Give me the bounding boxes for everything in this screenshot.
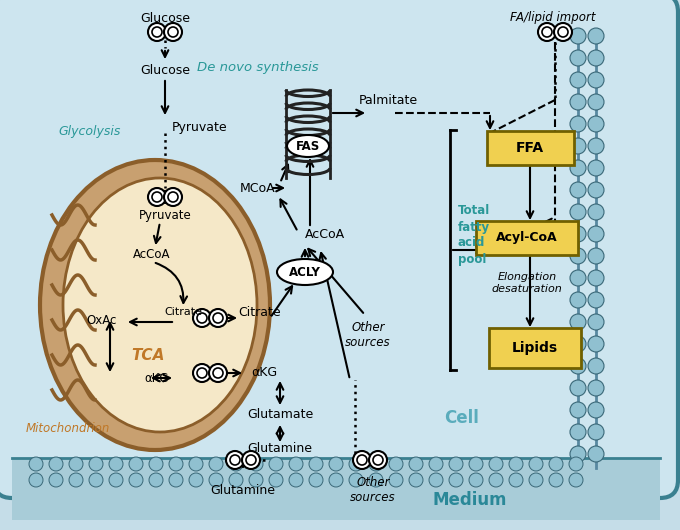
Circle shape bbox=[570, 28, 586, 44]
Circle shape bbox=[549, 473, 563, 487]
Text: De novo synthesis: De novo synthesis bbox=[197, 61, 319, 75]
Circle shape bbox=[89, 457, 103, 471]
Text: Medium: Medium bbox=[432, 491, 507, 509]
Circle shape bbox=[489, 473, 503, 487]
Text: AcCoA: AcCoA bbox=[305, 228, 345, 242]
Circle shape bbox=[570, 72, 586, 88]
Circle shape bbox=[209, 309, 227, 327]
Circle shape bbox=[542, 27, 552, 37]
Circle shape bbox=[569, 457, 583, 471]
Circle shape bbox=[149, 473, 163, 487]
Text: Glutamine: Glutamine bbox=[211, 483, 275, 497]
Circle shape bbox=[570, 270, 586, 286]
Circle shape bbox=[558, 27, 568, 37]
Circle shape bbox=[189, 457, 203, 471]
Circle shape bbox=[570, 226, 586, 242]
Circle shape bbox=[588, 446, 604, 462]
Circle shape bbox=[129, 473, 143, 487]
FancyBboxPatch shape bbox=[476, 221, 578, 255]
Circle shape bbox=[129, 457, 143, 471]
Circle shape bbox=[213, 368, 223, 378]
Text: FA/lipid import: FA/lipid import bbox=[510, 12, 596, 24]
Circle shape bbox=[529, 473, 543, 487]
Circle shape bbox=[449, 457, 463, 471]
Circle shape bbox=[449, 473, 463, 487]
Circle shape bbox=[588, 160, 604, 176]
Text: Glycolysis: Glycolysis bbox=[58, 126, 121, 138]
Circle shape bbox=[149, 457, 163, 471]
Ellipse shape bbox=[63, 178, 257, 432]
Circle shape bbox=[189, 473, 203, 487]
Circle shape bbox=[213, 313, 223, 323]
Circle shape bbox=[588, 204, 604, 220]
Circle shape bbox=[509, 457, 523, 471]
Bar bbox=[12, 458, 660, 520]
Circle shape bbox=[269, 473, 283, 487]
Circle shape bbox=[49, 473, 63, 487]
Text: Glutamine: Glutamine bbox=[248, 441, 313, 455]
Circle shape bbox=[164, 23, 182, 41]
Circle shape bbox=[246, 455, 256, 465]
Text: Glutamate: Glutamate bbox=[247, 409, 313, 421]
Text: Lipids: Lipids bbox=[512, 341, 558, 355]
Circle shape bbox=[197, 313, 207, 323]
Text: αKG: αKG bbox=[145, 372, 169, 384]
Circle shape bbox=[249, 457, 263, 471]
Circle shape bbox=[588, 138, 604, 154]
Ellipse shape bbox=[40, 160, 270, 450]
Circle shape bbox=[588, 314, 604, 330]
Circle shape bbox=[29, 473, 43, 487]
Circle shape bbox=[193, 364, 211, 382]
Ellipse shape bbox=[287, 135, 329, 157]
Circle shape bbox=[570, 138, 586, 154]
Text: Mitochondrion: Mitochondrion bbox=[26, 421, 110, 435]
Circle shape bbox=[349, 457, 363, 471]
Circle shape bbox=[570, 116, 586, 132]
Text: FFA: FFA bbox=[516, 141, 544, 155]
Circle shape bbox=[588, 424, 604, 440]
Circle shape bbox=[353, 451, 371, 469]
Circle shape bbox=[357, 455, 367, 465]
Circle shape bbox=[169, 473, 183, 487]
Circle shape bbox=[152, 192, 162, 202]
Circle shape bbox=[329, 473, 343, 487]
Text: Pyruvate: Pyruvate bbox=[172, 120, 228, 134]
Text: Citrate: Citrate bbox=[239, 305, 282, 319]
Circle shape bbox=[570, 380, 586, 396]
Circle shape bbox=[193, 309, 211, 327]
Circle shape bbox=[570, 424, 586, 440]
Circle shape bbox=[109, 457, 123, 471]
FancyBboxPatch shape bbox=[489, 328, 581, 368]
Text: TCA: TCA bbox=[131, 348, 165, 363]
Circle shape bbox=[588, 72, 604, 88]
Circle shape bbox=[570, 314, 586, 330]
Circle shape bbox=[49, 457, 63, 471]
Circle shape bbox=[249, 473, 263, 487]
Circle shape bbox=[309, 457, 323, 471]
Text: Elongation
desaturation: Elongation desaturation bbox=[492, 272, 562, 294]
Circle shape bbox=[469, 457, 483, 471]
Circle shape bbox=[588, 28, 604, 44]
Circle shape bbox=[549, 457, 563, 471]
Circle shape bbox=[349, 473, 363, 487]
Text: Cell: Cell bbox=[445, 409, 479, 427]
Circle shape bbox=[588, 94, 604, 110]
Circle shape bbox=[570, 292, 586, 308]
Circle shape bbox=[69, 457, 83, 471]
Text: Glucose: Glucose bbox=[140, 64, 190, 76]
Circle shape bbox=[269, 457, 283, 471]
Circle shape bbox=[588, 116, 604, 132]
Circle shape bbox=[409, 473, 423, 487]
Text: Glucose: Glucose bbox=[140, 12, 190, 24]
Circle shape bbox=[570, 336, 586, 352]
Circle shape bbox=[289, 457, 303, 471]
Text: MCoA: MCoA bbox=[240, 181, 276, 195]
Circle shape bbox=[148, 188, 166, 206]
Circle shape bbox=[409, 457, 423, 471]
Text: αKG: αKG bbox=[251, 367, 277, 379]
Circle shape bbox=[570, 204, 586, 220]
Circle shape bbox=[89, 473, 103, 487]
Circle shape bbox=[429, 457, 443, 471]
Circle shape bbox=[570, 160, 586, 176]
